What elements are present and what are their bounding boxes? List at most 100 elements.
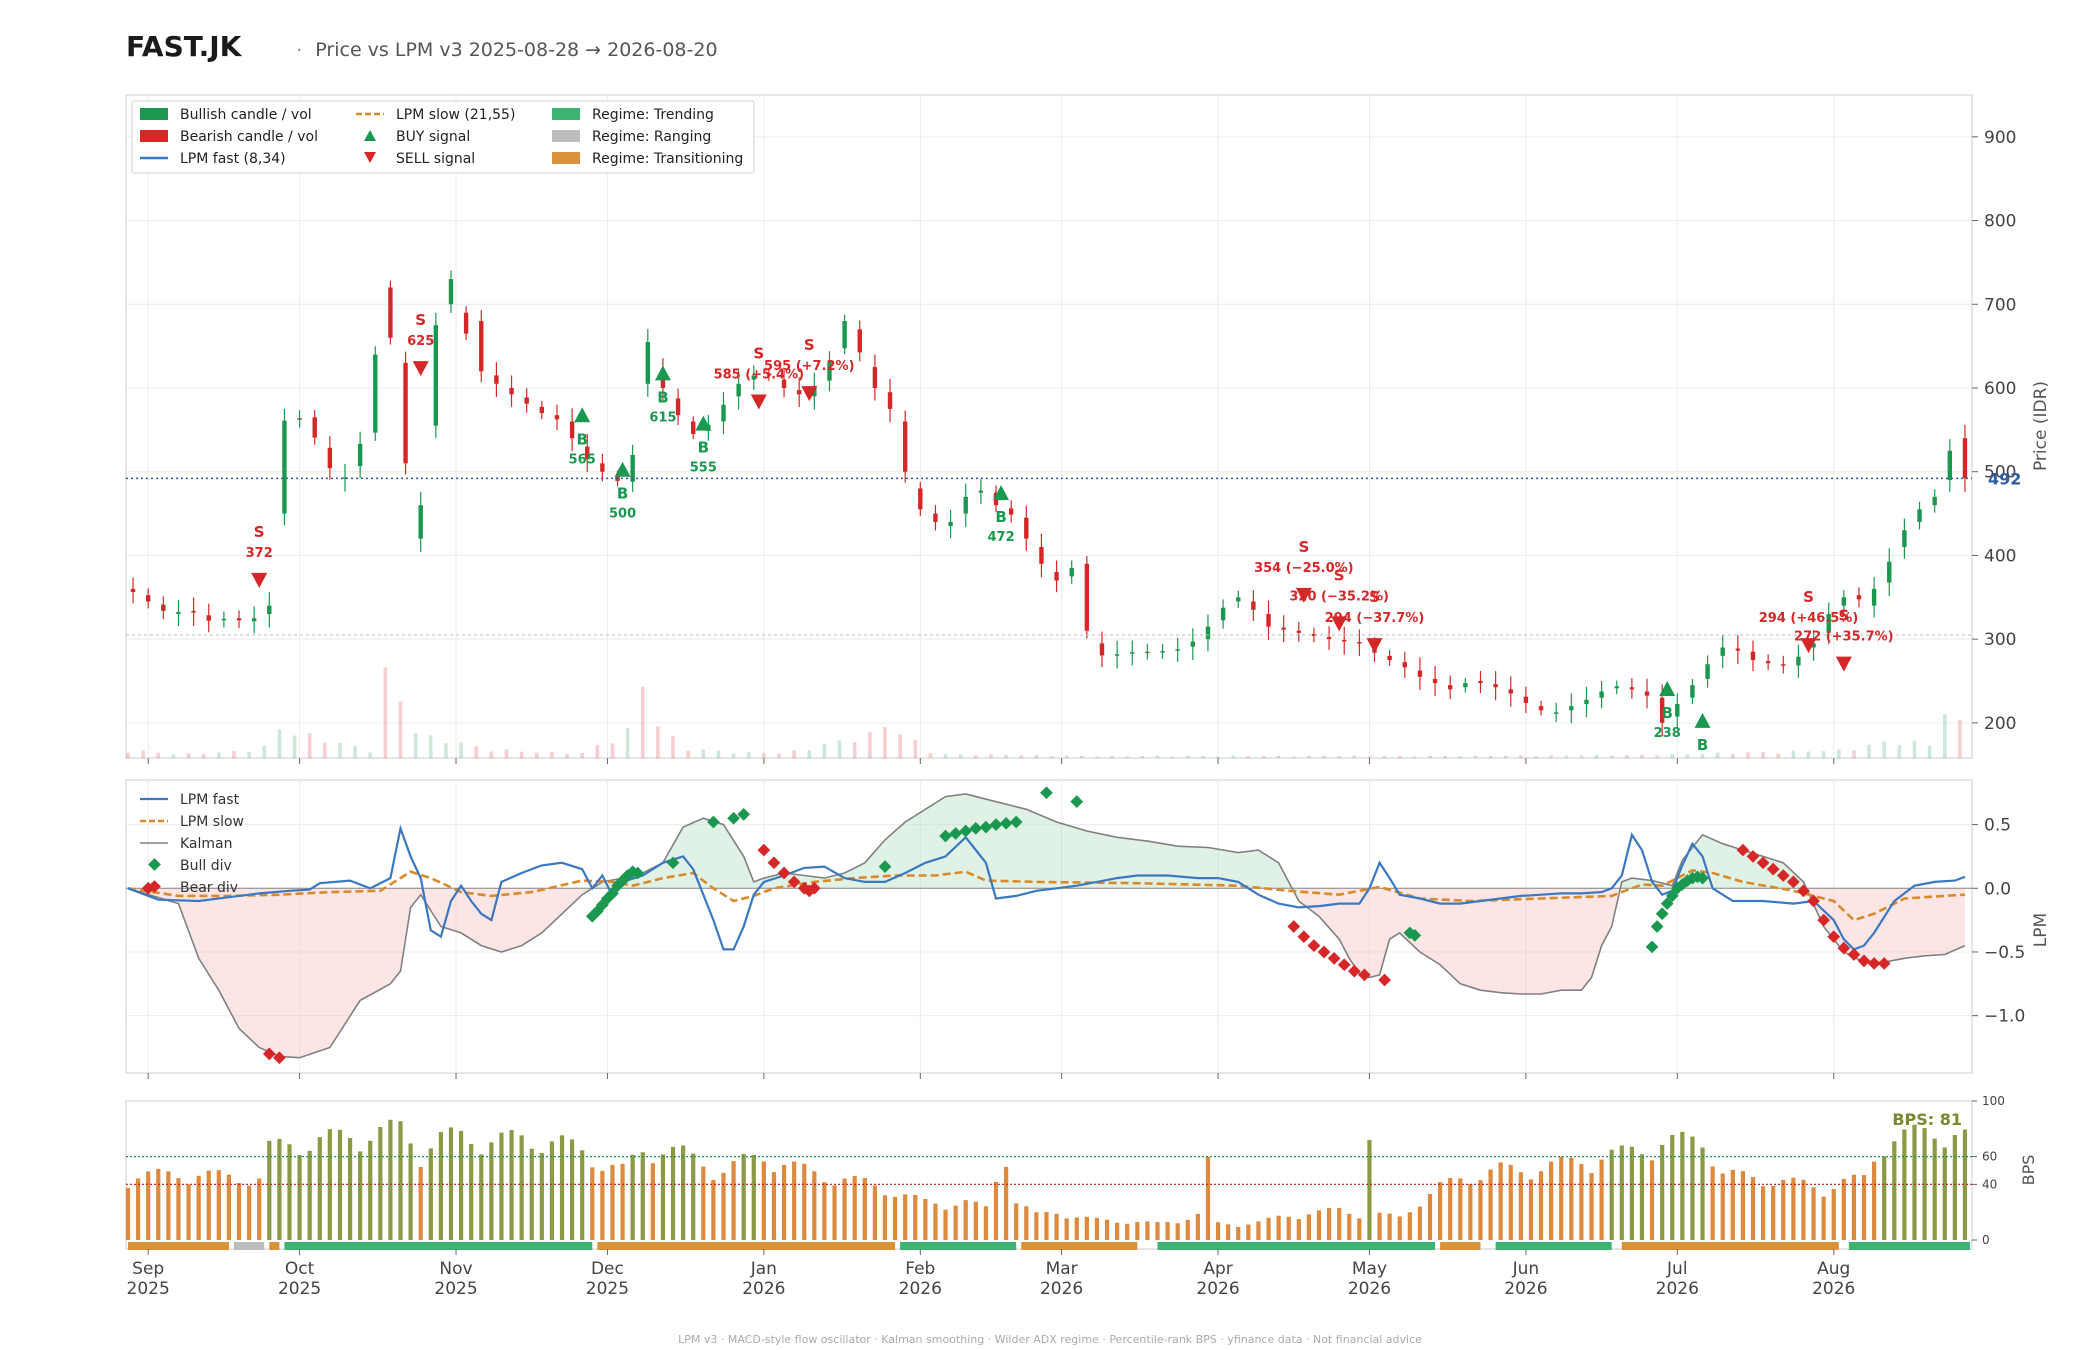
bps-bar bbox=[1619, 1145, 1624, 1240]
bps-bar bbox=[1831, 1189, 1836, 1240]
bps-bar bbox=[812, 1171, 817, 1240]
regime-segment-transitioning bbox=[1440, 1242, 1481, 1250]
bps-bar bbox=[1821, 1196, 1826, 1240]
candle-body bbox=[1781, 664, 1786, 666]
x-tick-month: Dec bbox=[591, 1259, 624, 1279]
candle-body bbox=[1508, 689, 1513, 694]
sell-signal-price: 320 (−35.2%) bbox=[1289, 589, 1389, 604]
bps-bar bbox=[1639, 1154, 1645, 1240]
bps-bar bbox=[176, 1178, 181, 1240]
bear-fill-segment bbox=[1924, 888, 1945, 956]
volume-bar bbox=[1170, 756, 1175, 758]
regime-segment-trending bbox=[900, 1242, 1017, 1250]
bps-bar bbox=[277, 1138, 282, 1240]
buy-signal-price: 615 bbox=[649, 410, 676, 425]
bps-bar bbox=[247, 1185, 252, 1240]
lpm-ytick-label: 0.0 bbox=[1984, 879, 2011, 899]
candle-body bbox=[463, 312, 469, 334]
candle-body bbox=[1417, 670, 1423, 677]
sell-signal-price: 372 bbox=[246, 546, 273, 561]
candle-body bbox=[539, 406, 545, 414]
price-ytick-label: 400 bbox=[1984, 546, 2016, 566]
volume-bar bbox=[595, 745, 600, 758]
bps-bar bbox=[458, 1130, 464, 1240]
candle-body bbox=[1614, 686, 1619, 689]
bps-bar bbox=[1468, 1184, 1473, 1240]
candle-body bbox=[1569, 706, 1574, 711]
x-tick-year: 2026 bbox=[899, 1279, 942, 1299]
legend2-slow-label: LPM slow bbox=[180, 814, 244, 830]
regime-segment-trending bbox=[284, 1242, 593, 1250]
bps-bar bbox=[983, 1206, 989, 1240]
lpm-divergence-fills bbox=[128, 794, 1965, 1058]
bps-bar bbox=[1962, 1129, 1968, 1240]
volume-bar bbox=[1791, 750, 1796, 758]
candle-body bbox=[236, 618, 242, 621]
volume-bar bbox=[247, 751, 251, 758]
bps-bar bbox=[1892, 1141, 1897, 1240]
bps-bar bbox=[559, 1135, 565, 1240]
candle-body bbox=[509, 387, 514, 395]
bear-fill-segment bbox=[1460, 888, 1481, 991]
bear-fill-segment bbox=[1520, 888, 1542, 995]
x-tick-month: Nov bbox=[439, 1259, 472, 1279]
bps-bar bbox=[1417, 1206, 1423, 1240]
bps-bar bbox=[1861, 1175, 1867, 1240]
candle-body bbox=[1917, 509, 1922, 522]
bps-bar bbox=[852, 1175, 857, 1240]
bps-bar bbox=[317, 1137, 322, 1240]
volume-bar bbox=[762, 753, 766, 758]
regime-segment-transitioning bbox=[597, 1242, 896, 1250]
candle-body bbox=[630, 454, 635, 482]
bps-bar bbox=[569, 1139, 575, 1240]
volume-bar bbox=[1821, 751, 1826, 758]
bps-bar bbox=[1629, 1146, 1634, 1240]
candle-body bbox=[1008, 508, 1014, 515]
x-tick-month: Sep bbox=[132, 1259, 164, 1279]
bear-fill-segment bbox=[1369, 888, 1380, 978]
legend2-kalman-label: Kalman bbox=[180, 836, 233, 852]
bps-y-label: BPS bbox=[2019, 1155, 2038, 1186]
candle-body bbox=[1160, 651, 1165, 653]
sell-signal-icon bbox=[1835, 656, 1852, 672]
candle-body bbox=[494, 375, 499, 384]
bps-bar bbox=[1690, 1136, 1695, 1240]
sell-signal-letter: S bbox=[1298, 538, 1309, 556]
bear-fill-segment bbox=[239, 888, 260, 1048]
candle-body bbox=[691, 421, 696, 435]
volume-bar bbox=[640, 686, 645, 758]
bps-bar bbox=[479, 1154, 484, 1240]
candle-body bbox=[388, 287, 393, 338]
bps-bar bbox=[1407, 1212, 1412, 1240]
bps-bar bbox=[681, 1145, 686, 1240]
bps-bar bbox=[580, 1150, 585, 1240]
volume-bar bbox=[1413, 756, 1417, 758]
bps-bar bbox=[1296, 1219, 1301, 1240]
bear-fill-segment bbox=[562, 888, 583, 914]
bps-bar bbox=[1316, 1210, 1322, 1240]
bps-ytick-label: 60 bbox=[1982, 1150, 1997, 1164]
candle-body bbox=[675, 398, 681, 416]
bps-bar bbox=[721, 1172, 726, 1240]
candle-body bbox=[827, 361, 832, 381]
price-ytick-label: 600 bbox=[1984, 379, 2016, 399]
volume-bar bbox=[822, 743, 827, 758]
bps-bar bbox=[1024, 1206, 1029, 1240]
candle-body bbox=[1145, 651, 1150, 654]
volume-bar bbox=[1125, 756, 1130, 758]
volume-bar bbox=[1503, 755, 1508, 758]
bps-bar bbox=[378, 1126, 383, 1240]
bps-bar bbox=[1004, 1166, 1009, 1240]
x-tick-year: 2026 bbox=[1504, 1279, 1547, 1299]
bps-bar bbox=[913, 1194, 918, 1240]
candle-body bbox=[1387, 655, 1392, 661]
candle-body bbox=[1463, 683, 1468, 688]
bps-bar bbox=[751, 1154, 756, 1240]
bps-bar bbox=[388, 1119, 393, 1240]
volume-bar bbox=[1715, 752, 1720, 758]
candle-body bbox=[1039, 547, 1044, 564]
buy-signal-letter: B bbox=[1661, 704, 1672, 722]
bear-fill-segment bbox=[360, 888, 391, 1001]
candle-body bbox=[1659, 697, 1665, 723]
volume-bar bbox=[1382, 756, 1387, 758]
